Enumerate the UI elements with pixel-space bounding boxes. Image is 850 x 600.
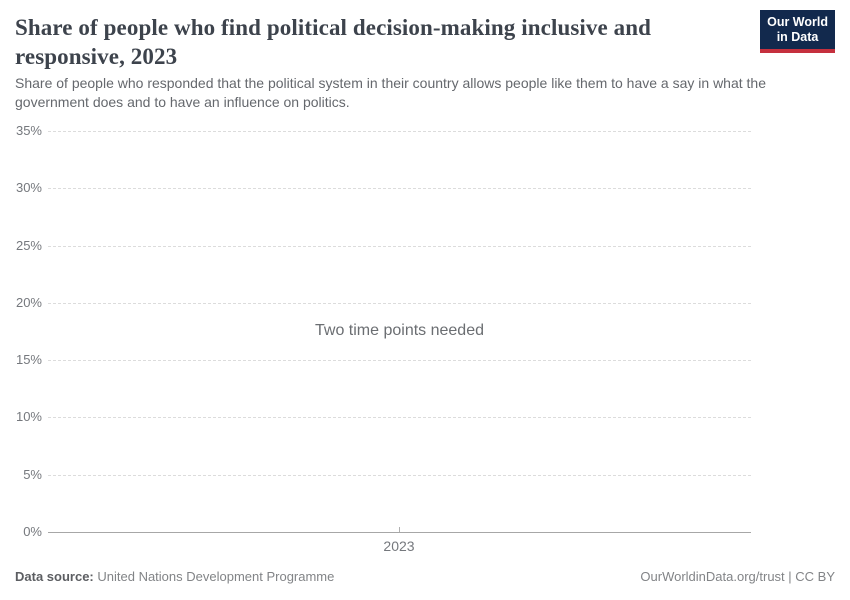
owid-logo-line2: in Data (776, 30, 819, 44)
gridline (48, 131, 751, 132)
gridline (48, 303, 751, 304)
y-axis-tick-label: 30% (15, 180, 42, 195)
gridline (48, 475, 751, 476)
chart-subtitle: Share of people who responded that the p… (15, 75, 766, 110)
gridline (48, 246, 751, 247)
data-source-note: Data source: United Nations Development … (15, 569, 334, 584)
y-axis-tick-label: 25% (15, 238, 42, 253)
owid-logo: Our World in Data (760, 10, 835, 53)
y-axis-tick-label: 0% (23, 524, 42, 539)
x-axis-tick-label: 2023 (383, 538, 415, 554)
gridline (48, 360, 751, 361)
y-axis-tick-label: 10% (15, 409, 42, 424)
y-axis-tick-label: 20% (15, 295, 42, 310)
owid-logo-line1: Our World (767, 15, 828, 29)
gridline (48, 417, 751, 418)
y-axis-tick-label: 35% (15, 123, 42, 138)
y-axis-tick-label: 5% (23, 467, 42, 482)
data-source-label: Data source: (15, 569, 94, 584)
attribution-link[interactable]: OurWorldinData.org/trust | CC BY (640, 569, 835, 584)
gridline (48, 188, 751, 189)
x-axis-line (48, 532, 751, 533)
data-source-value: United Nations Development Programme (97, 569, 335, 584)
x-axis-tick-mark (399, 527, 400, 532)
empty-chart-message: Two time points needed (315, 322, 484, 339)
y-axis-tick-label: 15% (15, 352, 42, 367)
chart-title: Share of people who find political decis… (15, 15, 652, 69)
